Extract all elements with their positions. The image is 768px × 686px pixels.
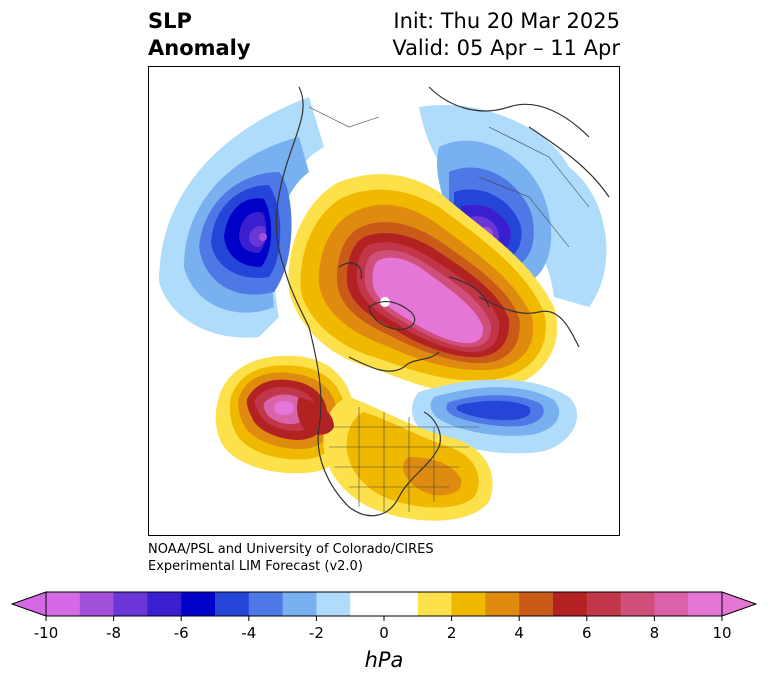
colorbar-segment [553, 592, 588, 616]
valid-period: Valid: 05 Apr – 11 Apr [392, 36, 620, 60]
colorbar-tick-label: 8 [650, 624, 660, 642]
colorbar-segment [620, 592, 655, 616]
colorbar-segment [79, 592, 115, 616]
colorbar-segment [519, 592, 554, 616]
colorbar-tick-label: 6 [582, 624, 592, 642]
colorbar: -10 -8 -6 -4 -2 0 2 4 6 8 10 [0, 586, 768, 686]
colorbar-tick-label: -6 [174, 624, 189, 642]
map-title: SLP Anomaly [148, 8, 251, 62]
colorbar-segment [248, 592, 284, 616]
colorbar-segment [417, 592, 453, 616]
colorbar-segment [451, 592, 486, 616]
colorbar-segment [384, 592, 419, 616]
colorbar-segment [586, 592, 622, 616]
colorbar-segment [654, 592, 689, 616]
anomaly-map [148, 66, 620, 536]
title-type: Anomaly [148, 36, 251, 60]
map-canvas [159, 86, 610, 521]
colorbar-segment [147, 592, 182, 616]
colorbar-segment [113, 592, 148, 616]
title-variable: SLP [148, 9, 192, 33]
colorbar-tick-label: 10 [712, 624, 731, 642]
colorbar-tick-label: -2 [309, 624, 324, 642]
colorbar-segment [350, 592, 385, 616]
forecast-dates: Init: Thu 20 Mar 2025 Valid: 05 Apr – 11… [392, 8, 620, 62]
north-pacific-negative-anomaly [159, 97, 324, 338]
colorbar-segment [282, 592, 317, 616]
colorbar-extend-max [721, 591, 758, 617]
colorbar-segment [316, 592, 351, 616]
init-date: Init: Thu 20 Mar 2025 [393, 9, 620, 33]
arctic-positive-anomaly [288, 174, 558, 393]
colorbar-extend-min [10, 591, 47, 617]
credit-line-2: Experimental LIM Forecast (v2.0) [148, 559, 363, 574]
political-borders [308, 106, 590, 512]
north-atlantic-negative-anomaly [412, 379, 578, 454]
credit-line-1: NOAA/PSL and University of Colorado/CIRE… [148, 542, 434, 557]
colorbar-units: hPa [364, 648, 404, 672]
colorbar-canvas: -10 -8 -6 -4 -2 0 2 4 6 8 10 [10, 591, 758, 642]
colorbar-tick-label: 0 [379, 624, 389, 642]
colorbar-tick-label: 4 [514, 624, 524, 642]
colorbar-tick-label: 2 [447, 624, 457, 642]
colorbar-tick-label: -4 [241, 624, 256, 642]
colorbar-segment [688, 592, 723, 616]
colorbar-segment [46, 592, 81, 616]
colorbar-segment [181, 592, 216, 616]
colorbar-segment [215, 592, 250, 616]
colorbar-segment [485, 592, 520, 616]
colorbar-tick-label: -10 [34, 624, 59, 642]
colorbar-tick-label: -8 [106, 624, 121, 642]
credit-text: NOAA/PSL and University of Colorado/CIRE… [148, 541, 434, 575]
north-america-positive-anomaly [296, 397, 493, 521]
